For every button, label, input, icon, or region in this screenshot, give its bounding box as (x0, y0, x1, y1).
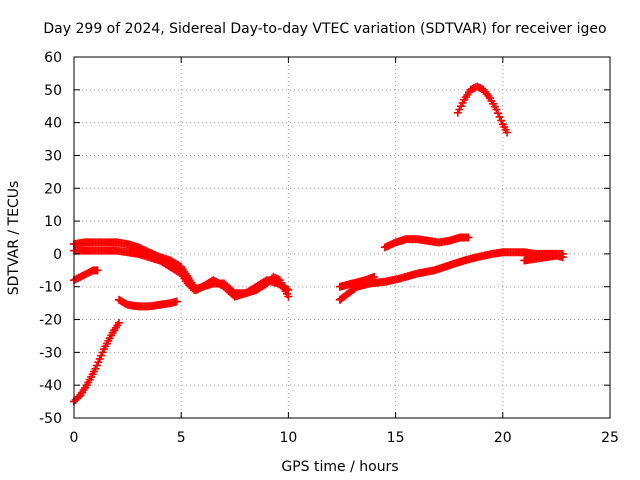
series-arc-g (335, 272, 379, 291)
data-point (503, 128, 512, 137)
data-point (370, 272, 379, 281)
data-point (492, 105, 501, 114)
x-tick-label: 10 (279, 430, 297, 446)
y-tick-label: -10 (39, 280, 62, 296)
data-point (497, 116, 506, 125)
y-tick-label: 0 (53, 247, 62, 263)
x-tick-label: 20 (494, 430, 512, 446)
y-tick-label: 40 (44, 116, 62, 132)
y-tick-label: 30 (44, 148, 62, 164)
x-tick-label: 15 (387, 430, 405, 446)
y-tick-label: 10 (44, 214, 62, 230)
series-arc-i (453, 82, 512, 137)
y-tick-label: -30 (39, 345, 62, 361)
data-point (493, 109, 502, 118)
series-arc-a (70, 318, 124, 406)
y-tick-label: 60 (44, 50, 62, 66)
x-axis-label: GPS time / hours (281, 459, 398, 475)
data-point (93, 266, 102, 275)
axis-ticks: 0 5 10 15 20 25 -50 -40 -30 -20 -10 0 10 20 30 40 50 60 (39, 50, 619, 446)
y-tick-label: 20 (44, 181, 62, 197)
x-tick-label: 5 (177, 430, 186, 446)
series-arc-d (70, 246, 293, 301)
data-point (282, 285, 291, 294)
series-arc-j (520, 251, 567, 265)
grid (74, 57, 610, 418)
data-points (70, 82, 567, 406)
data-point (284, 286, 293, 295)
series-arc-e (115, 295, 181, 311)
y-axis-label: SDTVAR / TECUs (6, 181, 22, 296)
plot-frame (73, 56, 611, 419)
series-arc-h (380, 233, 473, 252)
data-point (558, 253, 567, 262)
data-point (74, 392, 83, 401)
chart-title: Day 299 of 2024, Sidereal Day-to-day VTE… (43, 21, 606, 37)
y-tick-label: -50 (39, 411, 62, 427)
y-tick-label: -20 (39, 313, 62, 329)
data-point (495, 112, 504, 121)
data-point (464, 233, 473, 242)
data-point (115, 318, 124, 327)
y-tick-label: 50 (44, 83, 62, 99)
series-arc-b (70, 266, 102, 285)
x-tick-label: 0 (70, 430, 79, 446)
y-tick-label: -40 (39, 378, 62, 394)
series-arc-f (335, 248, 567, 304)
x-tick-label: 25 (601, 430, 619, 446)
data-point (172, 297, 181, 306)
